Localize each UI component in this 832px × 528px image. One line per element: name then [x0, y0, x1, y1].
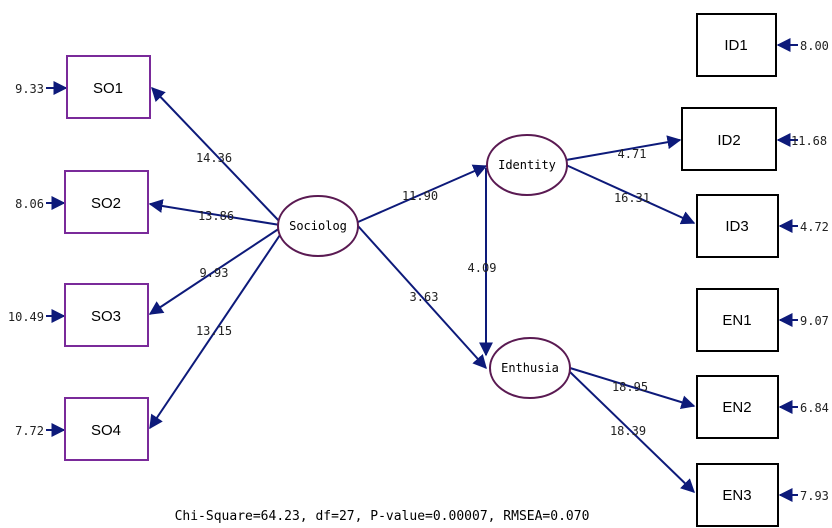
error-id2: 11.68: [791, 134, 827, 148]
coef-identity-id2: 4.71: [618, 147, 647, 161]
box-id2[interactable]: [681, 107, 777, 171]
error-id1: 8.00: [800, 39, 829, 53]
error-so3: 10.49: [8, 310, 44, 324]
error-en3: 7.93: [800, 489, 829, 503]
box-id1[interactable]: [696, 13, 777, 77]
coef-enthusia-en2: 18.95: [612, 380, 648, 394]
box-id3[interactable]: [696, 194, 779, 258]
label-en2: EN2: [722, 399, 751, 416]
coef-identity-enthusia: 4.09: [468, 261, 497, 275]
coef-sociolog-so1: 14.36: [196, 151, 232, 165]
path-sociolog-so2: [148, 199, 281, 226]
error-so2: 8.06: [15, 197, 44, 211]
path-enthusia-en3: [569, 371, 696, 493]
label-en3: EN3: [722, 487, 751, 504]
label-enthusia: Enthusia: [501, 361, 559, 375]
path-sociolog-enthusia: [357, 225, 487, 370]
label-identity: Identity: [498, 158, 556, 172]
path-identity-id2: [565, 135, 682, 161]
label-so3: SO3: [91, 308, 121, 325]
coef-enthusia-en3: 18.39: [610, 424, 646, 438]
label-so4: SO4: [91, 422, 121, 439]
label-en1: EN1: [722, 312, 751, 329]
box-en1[interactable]: [696, 288, 779, 352]
box-en2[interactable]: [696, 375, 779, 439]
label-id2: ID2: [717, 132, 740, 149]
coef-sociolog-so3: 9.93: [200, 266, 229, 280]
path-sociolog-so1: [151, 86, 281, 223]
label-sociolog: Sociolog: [289, 219, 347, 233]
path-enthusia-en2: [569, 367, 696, 410]
label-so1: SO1: [93, 80, 123, 97]
error-en2: 6.84: [800, 401, 829, 415]
coef-sociolog-so4: 13.15: [196, 324, 232, 338]
box-so1[interactable]: [66, 55, 151, 119]
coef-sociolog-enthusia: 3.63: [410, 290, 439, 304]
coef-sociolog-identity: 11.90: [402, 189, 438, 203]
path-sociolog-so4: [149, 231, 283, 430]
latent-enthusia[interactable]: [489, 337, 571, 399]
coef-identity-id3: 16.31: [614, 191, 650, 205]
latent-identity[interactable]: [486, 134, 568, 196]
path-sociolog-identity: [357, 164, 488, 223]
label-so2: SO2: [91, 195, 121, 212]
error-en1: 9.07: [800, 314, 829, 328]
box-so4[interactable]: [64, 397, 149, 461]
box-so3[interactable]: [64, 283, 149, 347]
label-id3: ID3: [725, 218, 748, 235]
label-id1: ID1: [724, 37, 747, 54]
box-so2[interactable]: [64, 170, 149, 234]
fit-statistics: Chi-Square=64.23, df=27, P-value=0.00007…: [175, 509, 590, 524]
latent-sociolog[interactable]: [277, 195, 359, 257]
coef-sociolog-so2: 13.86: [198, 209, 234, 223]
error-so1: 9.33: [15, 82, 44, 96]
path-identity-id3: [565, 164, 696, 225]
path-sociolog-so3: [148, 227, 281, 315]
error-id3: 4.72: [800, 220, 829, 234]
box-en3[interactable]: [696, 463, 779, 527]
error-so4: 7.72: [15, 424, 44, 438]
